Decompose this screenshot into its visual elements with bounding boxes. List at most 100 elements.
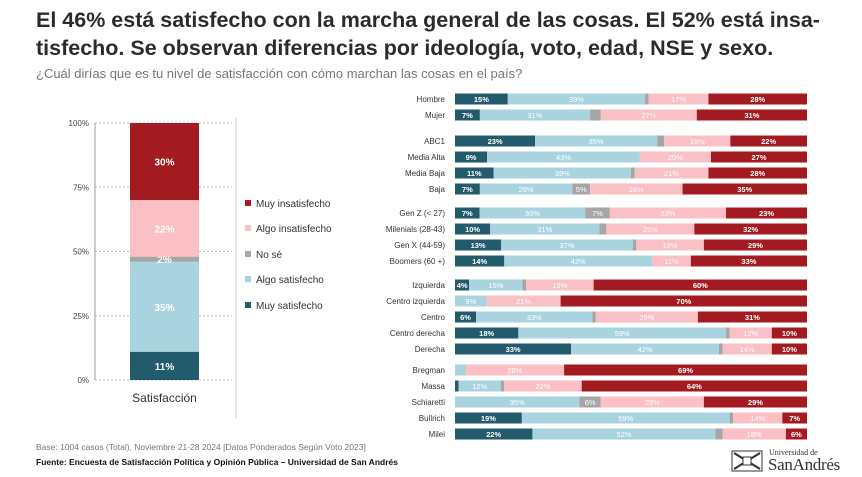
- bar-segment-no-se: [631, 167, 635, 179]
- stacked-bar-segment-algo-satisfecho: [130, 261, 199, 352]
- footer-source: Fuente: Encuesta de Satisfacción Polític…: [36, 457, 398, 467]
- bar-segment-muy-insatisfecho: [682, 183, 807, 195]
- y-tick-label: 0%: [77, 376, 89, 385]
- bar-segment-no-se: [645, 93, 649, 105]
- bar-data-label: 28%: [507, 366, 522, 375]
- row-category-label: Centro derecha: [390, 329, 446, 338]
- logo-text-big: SanAndrés: [768, 455, 840, 474]
- bar-segment-algo-satisfecho: [455, 295, 487, 307]
- row-category-label: Massa: [421, 382, 445, 391]
- bar-data-label: 22%: [535, 382, 550, 391]
- bar-data-label: 14%: [750, 414, 765, 423]
- bar-data-label: 64%: [687, 382, 702, 391]
- row-category-label: Baja: [429, 185, 446, 194]
- bar-segment-no-se: [599, 223, 607, 235]
- legend-label: Algo satisfecho: [256, 275, 324, 286]
- bar-segment-muy-satisfecho: [455, 239, 502, 251]
- bar-data-label: 15%: [474, 95, 489, 104]
- stacked-bar-segment-no-se: [130, 256, 199, 262]
- bar-data-label: 59%: [615, 329, 630, 338]
- bar-segment-algo-satisfecho: [571, 343, 719, 355]
- bar-data-label: 7%: [592, 209, 603, 218]
- bar-data-label: 6%: [460, 313, 471, 322]
- bar-data-label: 30%: [525, 209, 540, 218]
- legend-swatch-muy-satisfecho: [245, 302, 251, 308]
- bar-segment-muy-satisfecho: [455, 167, 494, 179]
- row-category-label: Derecha: [415, 345, 446, 354]
- bar-data-label: 7%: [462, 111, 473, 120]
- bar-data-label: 6%: [585, 398, 596, 407]
- bar-segment-muy-satisfecho: [455, 93, 508, 105]
- bar-data-label: 42%: [638, 345, 653, 354]
- bar-data-label: 28%: [750, 169, 765, 178]
- bar-segment-muy-insatisfecho: [703, 239, 807, 251]
- bar-data-label: 31%: [537, 225, 552, 234]
- row-category-label: Hombre: [417, 95, 446, 104]
- bar-data-label: 33%: [741, 257, 756, 266]
- bar-segment-no-se: [500, 380, 505, 392]
- bar-data-label: 29%: [639, 313, 654, 322]
- row-category-label: Centro: [421, 313, 446, 322]
- bar-segment-algo-satisfecho: [455, 364, 466, 376]
- bar-segment-muy-insatisfecho: [730, 135, 807, 147]
- row-category-label: Gen Z (< 27): [399, 209, 445, 218]
- legend-swatch-algo-insatisfecho: [245, 225, 251, 231]
- row-category-label: Mujer: [425, 111, 445, 120]
- bar-segment-no-se: [715, 428, 723, 440]
- bar-data-label: 23%: [488, 137, 503, 146]
- bar-segment-muy-satisfecho: [455, 327, 519, 339]
- row-category-label: Schiaretti: [412, 398, 446, 407]
- bar-segment-muy-satisfecho: [455, 223, 491, 235]
- bar-data-label: 7%: [789, 414, 800, 423]
- bar-data-label: 13%: [471, 241, 486, 250]
- row-category-label: Boomers (60 +): [390, 257, 446, 266]
- legend-label: Muy insatisfecho: [256, 199, 331, 210]
- stacked-bar-data-label: 30%: [154, 158, 174, 169]
- bar-data-label: 35%: [589, 137, 604, 146]
- bar-data-label: 14%: [740, 345, 755, 354]
- stacked-bar-segment-muy-satisfecho: [130, 351, 199, 380]
- bar-segment-algo-insatisfecho: [590, 183, 683, 195]
- bar-segment-muy-satisfecho: [455, 183, 480, 195]
- bar-segment-muy-satisfecho: [455, 311, 477, 323]
- bar-segment-muy-satisfecho: [455, 135, 536, 147]
- bar-segment-muy-satisfecho: [455, 207, 480, 219]
- legend-label: No sé: [256, 250, 283, 261]
- page-title: El 46% está satisfecho con la marcha gen…: [36, 8, 820, 60]
- bar-data-label: 18%: [479, 329, 494, 338]
- bar-segment-no-se: [726, 327, 730, 339]
- bar-segment-algo-satisfecho: [479, 207, 586, 219]
- bar-segment-algo-insatisfecho: [722, 343, 772, 355]
- bar-data-label: 10%: [782, 345, 797, 354]
- bar-data-label: 11%: [467, 169, 482, 178]
- bar-data-label: 39%: [555, 169, 570, 178]
- stacked-bar-data-label: 2%: [157, 255, 172, 266]
- bar-data-label: 17%: [671, 95, 686, 104]
- stacked-bar-segment-muy-insatisfecho: [130, 123, 199, 201]
- bar-segment-algo-satisfecho: [532, 428, 716, 440]
- bar-segment-muy-satisfecho: [455, 343, 572, 355]
- row-category-label: Izquierda: [412, 281, 445, 290]
- bar-data-label: 22%: [486, 430, 501, 439]
- bar-data-label: 21%: [516, 297, 531, 306]
- bar-segment-muy-insatisfecho: [696, 109, 807, 121]
- bar-data-label: 5%: [576, 185, 587, 194]
- legend-swatch-no-se: [245, 251, 251, 257]
- bar-segment-muy-insatisfecho: [697, 311, 807, 323]
- row-category-label: Milenials (28-43): [386, 225, 445, 234]
- row-category-label: ABC1: [424, 137, 445, 146]
- bar-segment-no-se: [729, 412, 734, 424]
- bar-data-label: 21%: [664, 169, 679, 178]
- bar-data-label: 31%: [744, 111, 759, 120]
- row-category-label: Media Baja: [405, 169, 446, 178]
- bar-data-label: 60%: [693, 281, 708, 290]
- bar-segment-algo-satisfecho: [479, 183, 573, 195]
- stacked-bar-data-label: 22%: [154, 224, 174, 235]
- bar-data-label: 33%: [527, 313, 542, 322]
- bar-segment-algo-insatisfecho: [504, 380, 582, 392]
- bar-data-label: 33%: [506, 345, 521, 354]
- bar-segment-muy-satisfecho: [455, 428, 533, 440]
- bar-segment-algo-insatisfecho: [465, 364, 565, 376]
- bar-segment-algo-satisfecho: [493, 167, 631, 179]
